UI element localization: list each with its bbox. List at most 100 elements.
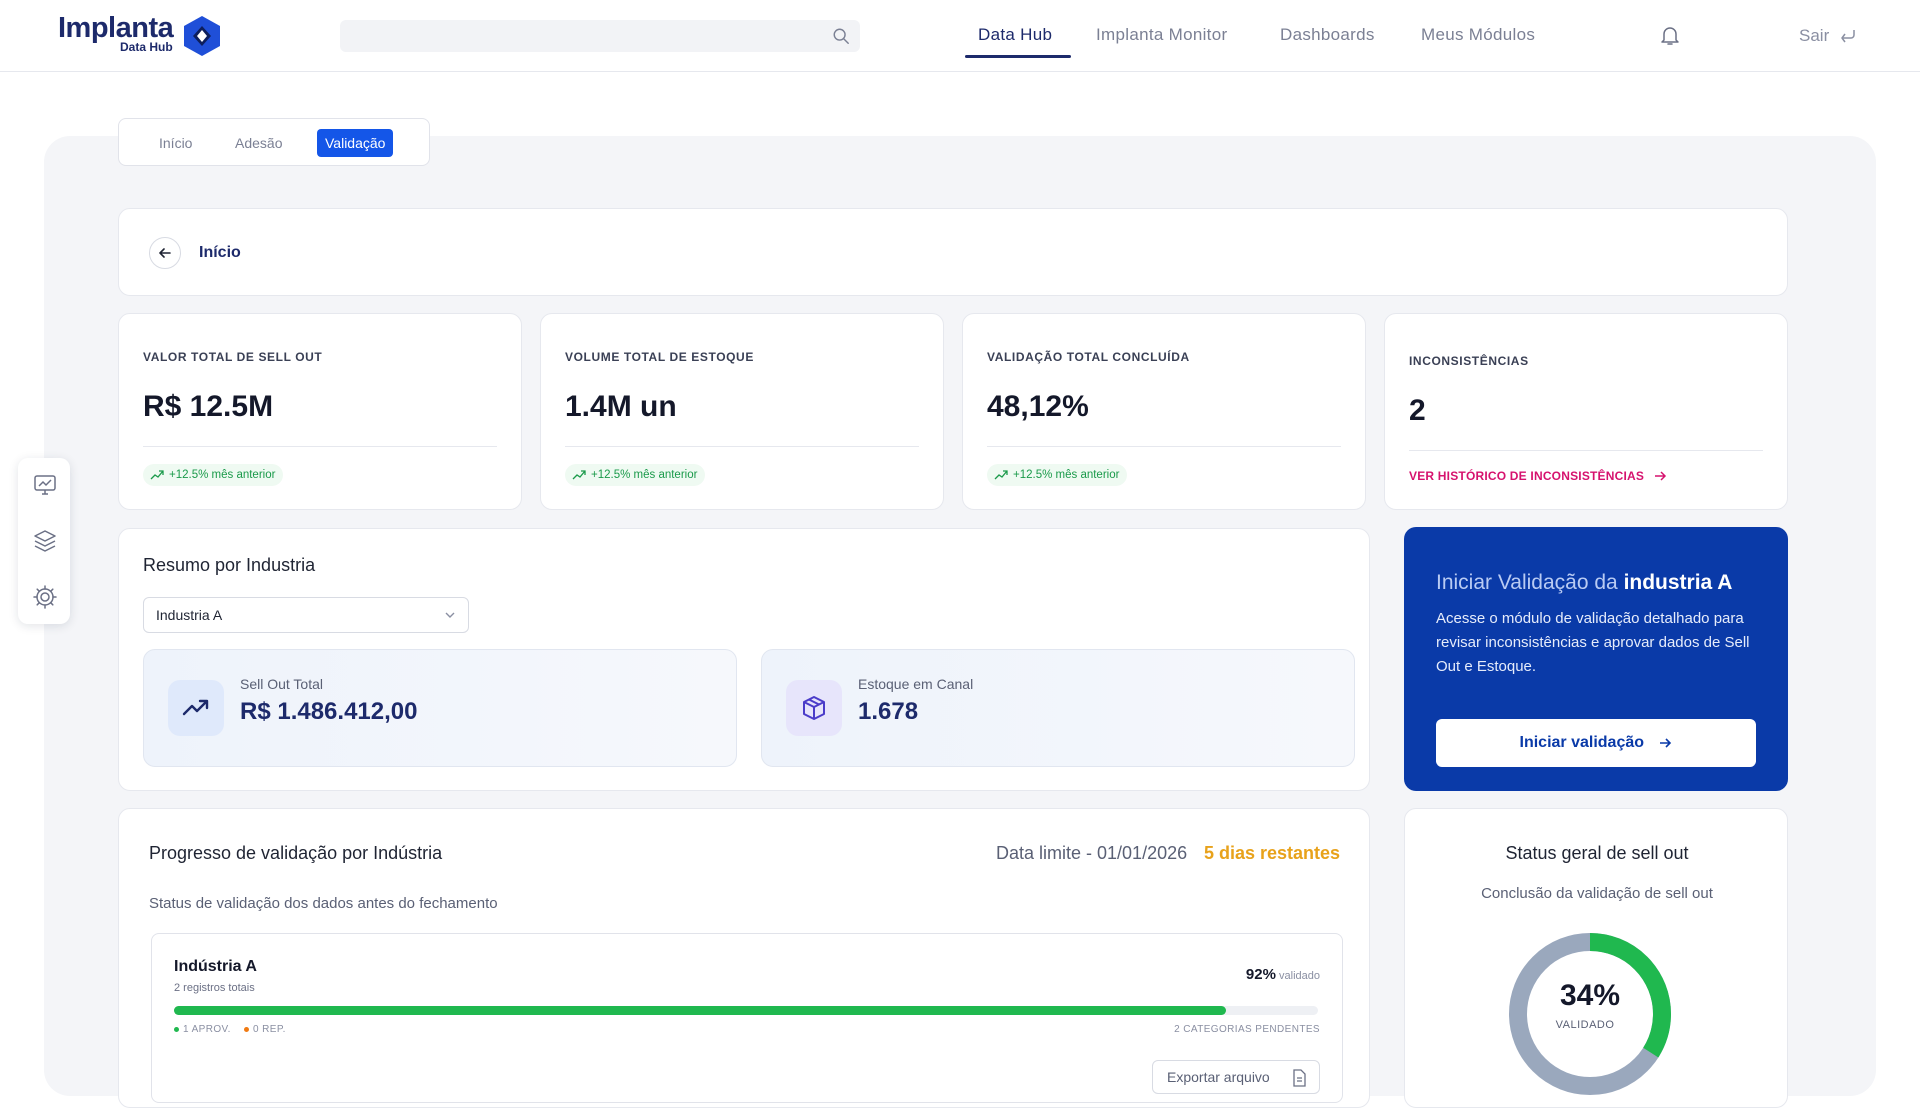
trend-up-icon bbox=[150, 470, 164, 480]
arrow-left-icon bbox=[159, 248, 171, 258]
breadcrumb-label[interactable]: Início bbox=[199, 244, 241, 261]
remaining-days: 5 dias restantes bbox=[1204, 843, 1341, 863]
search-icon[interactable] bbox=[832, 27, 850, 45]
kpi-label: VALOR TOTAL DE SELL OUT bbox=[143, 350, 323, 364]
export-button[interactable]: Exportar arquivo bbox=[1152, 1060, 1320, 1094]
search-input[interactable] bbox=[340, 20, 860, 52]
tab-adesao[interactable]: Adesão bbox=[235, 135, 283, 151]
metric-value: 1.678 bbox=[858, 698, 919, 725]
industry-percent: 92% validado bbox=[1246, 966, 1320, 983]
chevron-down-icon bbox=[445, 612, 455, 618]
trend-badge: +12.5% mês anterior bbox=[143, 464, 284, 486]
nav-dashboards[interactable]: Dashboards bbox=[1280, 25, 1375, 44]
validation-progress-card: Progresso de validação por Indústria Dat… bbox=[118, 808, 1370, 1108]
start-validation-card: Iniciar Validação da industria A Acesse … bbox=[1404, 527, 1788, 791]
monitor-chart-icon[interactable] bbox=[32, 472, 58, 498]
logout-icon[interactable] bbox=[1838, 26, 1858, 46]
bell-icon[interactable] bbox=[1658, 23, 1682, 47]
kpi-value: R$ 12.5M bbox=[143, 390, 274, 423]
cta-title-prefix: Iniciar Validação da bbox=[1436, 571, 1624, 594]
trend-up-icon bbox=[572, 470, 586, 480]
trend-up-icon bbox=[994, 470, 1008, 480]
divider bbox=[987, 446, 1341, 447]
logo-hexagon-icon bbox=[184, 16, 220, 56]
trend-badge: +12.5% mês anterior bbox=[987, 464, 1128, 486]
donut-fill bbox=[1509, 933, 1671, 1095]
status-subtitle: Conclusão da validação de sell out bbox=[1481, 885, 1713, 902]
kpi-card-inconsistencias: INCONSISTÊNCIAS 2 VER HISTÓRICO DE INCON… bbox=[1384, 313, 1788, 510]
nav-data-hub[interactable]: Data Hub bbox=[978, 25, 1053, 44]
kpi-label: VOLUME TOTAL DE ESTOQUE bbox=[565, 350, 754, 364]
status-donut: 34% VALIDADO bbox=[1505, 929, 1675, 1099]
sell-out-status-card: Status geral de sell out Conclusão da va… bbox=[1404, 808, 1788, 1108]
donut-chart bbox=[1509, 933, 1671, 1095]
nav-active-indicator bbox=[965, 55, 1071, 58]
trend-badge: +12.5% mês anterior bbox=[565, 464, 706, 486]
industry-summary-card: Resumo por Industria Industria A Sell Ou… bbox=[118, 528, 1370, 791]
arrow-right-icon bbox=[1660, 738, 1672, 748]
inconsistency-history-link[interactable]: VER HISTÓRICO DE INCONSISTÊNCIAS bbox=[1409, 469, 1645, 483]
layers-icon[interactable] bbox=[32, 528, 58, 554]
metric-label: Estoque em Canal bbox=[858, 676, 974, 692]
kpi-value: 2 bbox=[1409, 394, 1426, 427]
industry-select[interactable]: Industria A bbox=[143, 597, 469, 633]
tab-inicio[interactable]: Início bbox=[159, 135, 193, 151]
donut-percent: 34% bbox=[1559, 979, 1621, 1012]
nav-implanta-monitor[interactable]: Implanta Monitor bbox=[1096, 25, 1228, 44]
progress-subtitle: Status de validação dos dados antes do f… bbox=[149, 895, 498, 912]
kpi-label: INCONSISTÊNCIAS bbox=[1409, 354, 1529, 368]
approved-label: 1 APROV. bbox=[183, 1024, 231, 1035]
export-label: Exportar arquivo bbox=[1167, 1069, 1270, 1085]
percent-value: 92% bbox=[1245, 966, 1276, 983]
cta-description: Acesse o módulo de validação detalhado p… bbox=[1436, 610, 1750, 675]
kpi-card-estoque: VOLUME TOTAL DE ESTOQUE 1.4M un +12.5% m… bbox=[540, 313, 944, 510]
breadcrumb: Início bbox=[118, 208, 1788, 296]
divider bbox=[1409, 450, 1763, 451]
logo[interactable]: Implanta Data Hub bbox=[58, 12, 228, 60]
donut-label: VALIDADO bbox=[1555, 1019, 1615, 1031]
industry-name: Indústria A bbox=[174, 958, 257, 975]
metric-sell-out-total: Sell Out Total R$ 1.486.412,00 bbox=[143, 649, 737, 767]
kpi-card-validacao: VALIDAÇÃO TOTAL CONCLUÍDA 48,12% +12.5% … bbox=[962, 313, 1366, 510]
section-tabs: Início Adesão Validação bbox=[118, 118, 430, 166]
kpi-value: 48,12% bbox=[987, 390, 1089, 423]
trend-up-icon bbox=[182, 699, 209, 716]
floating-sidebar bbox=[18, 458, 70, 624]
deadline-text: Data limite - 01/01/2026 bbox=[996, 843, 1188, 863]
approved-count: 1 APROV. bbox=[174, 1024, 231, 1035]
metric-estoque-canal: Estoque em Canal 1.678 bbox=[761, 649, 1355, 767]
package-icon bbox=[803, 696, 825, 720]
industry-select-value: Industria A bbox=[156, 607, 223, 623]
tab-validacao[interactable]: Validação bbox=[317, 129, 394, 157]
start-validation-button[interactable]: Iniciar validação bbox=[1436, 719, 1756, 767]
rejected-label: 0 REP. bbox=[253, 1024, 286, 1035]
logo-subtitle: Data Hub bbox=[120, 40, 173, 54]
metric-icon-box bbox=[786, 680, 842, 736]
rejected-count: 0 REP. bbox=[244, 1024, 286, 1035]
start-validation-label: Iniciar validação bbox=[1519, 734, 1645, 751]
divider bbox=[565, 446, 919, 447]
cta-title: Iniciar Validação da industria A bbox=[1436, 571, 1732, 595]
kpi-label: VALIDAÇÃO TOTAL CONCLUÍDA bbox=[987, 350, 1190, 364]
top-navigation: Implanta Data Hub Data Hub Implanta Moni… bbox=[0, 0, 1920, 72]
percent-suffix: validado bbox=[1279, 970, 1320, 982]
status-title: Status geral de sell out bbox=[1505, 843, 1689, 863]
logout-link[interactable]: Sair bbox=[1799, 26, 1830, 45]
industry-records: 2 registros totais bbox=[174, 982, 255, 994]
pending-categories: 2 CATEGORIAS PENDENTES bbox=[1174, 1024, 1320, 1035]
progress-track bbox=[174, 1006, 1318, 1015]
metric-value: R$ 1.486.412,00 bbox=[240, 698, 418, 725]
trend-badge-text: +12.5% mês anterior bbox=[1013, 469, 1120, 481]
trend-badge-text: +12.5% mês anterior bbox=[591, 469, 698, 481]
section-title: Resumo por Industria bbox=[143, 555, 316, 575]
metric-label: Sell Out Total bbox=[240, 676, 324, 692]
back-button[interactable] bbox=[149, 237, 181, 269]
progress-fill bbox=[174, 1006, 1227, 1015]
divider bbox=[143, 446, 497, 447]
nav-meus-modulos[interactable]: Meus Módulos bbox=[1421, 25, 1536, 44]
arrow-right-icon[interactable] bbox=[1653, 469, 1667, 483]
gear-icon[interactable] bbox=[32, 584, 58, 610]
file-export-icon bbox=[1293, 1069, 1306, 1087]
industry-progress-item: Indústria A 2 registros totais 92% valid… bbox=[151, 933, 1343, 1103]
kpi-value: 1.4M un bbox=[565, 390, 677, 423]
